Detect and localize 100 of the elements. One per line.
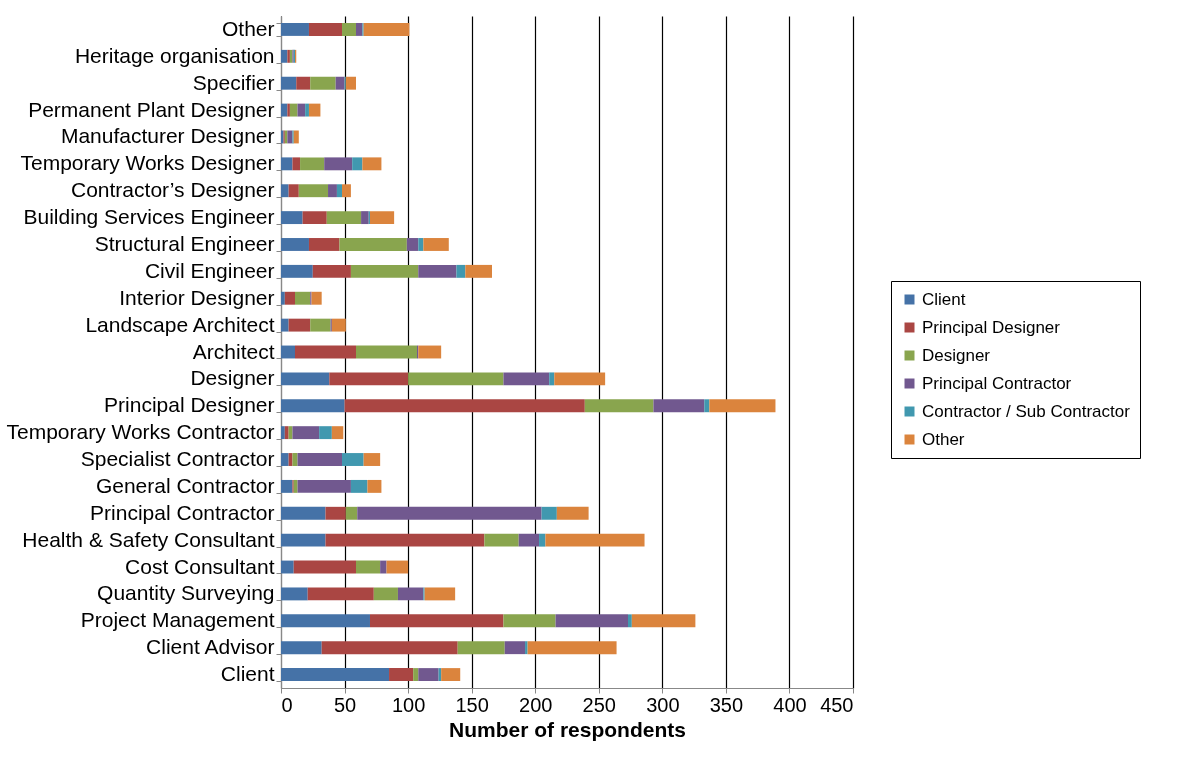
- bar: [344, 399, 585, 413]
- bar: [539, 533, 546, 547]
- bar: [653, 399, 705, 413]
- y-tick-label: Architect: [192, 339, 275, 363]
- bar: [549, 372, 555, 386]
- y-tick-label: Project Management: [80, 608, 275, 632]
- x-tick-label: 450: [820, 693, 854, 716]
- bar: [363, 22, 410, 36]
- bar: [361, 211, 369, 225]
- bar: [302, 211, 327, 225]
- bar: [352, 157, 363, 171]
- bar: [321, 641, 458, 655]
- y-tick-label: Temporary Works Contractor: [6, 420, 275, 444]
- bar: [503, 372, 550, 386]
- bar: [308, 103, 321, 117]
- bar: [281, 157, 293, 171]
- bar: [373, 587, 398, 601]
- bar: [418, 345, 442, 359]
- bar: [367, 479, 382, 493]
- bar: [324, 157, 353, 171]
- bar: [281, 22, 309, 36]
- x-axis-title: Number of respondents: [449, 717, 686, 741]
- bar: [284, 291, 295, 305]
- y-tick-label: Building Services Engineer: [23, 205, 275, 229]
- x-tick-label: 250: [582, 693, 616, 716]
- bar: [441, 668, 461, 682]
- bar: [518, 533, 540, 547]
- bar: [312, 264, 351, 278]
- y-tick-label: Civil Engineer: [144, 258, 275, 282]
- bar: [584, 399, 654, 413]
- x-tick-label: 400: [773, 693, 807, 716]
- bar: [484, 533, 519, 547]
- bar: [287, 130, 293, 144]
- y-tick-label: Landscape Architect: [85, 312, 275, 336]
- bar: [287, 103, 290, 117]
- y-tick-label: Specifier: [192, 70, 275, 94]
- bar: [311, 291, 322, 305]
- bar: [342, 22, 356, 36]
- bar: [342, 453, 364, 466]
- y-tick-label: Structural Engineer: [94, 231, 275, 255]
- bar: [308, 22, 343, 36]
- bar: [336, 184, 343, 198]
- bar: [386, 560, 409, 574]
- bar: [554, 372, 606, 386]
- bar: [504, 641, 526, 655]
- bar: [281, 453, 289, 466]
- y-tick-label: Cost Consultant: [125, 554, 275, 578]
- bar: [362, 157, 382, 171]
- bar: [465, 264, 492, 278]
- bar: [326, 211, 362, 225]
- bar: [329, 372, 409, 386]
- bar: [527, 641, 617, 655]
- bar: [305, 103, 309, 117]
- bar: [331, 426, 344, 440]
- bar: [281, 318, 289, 332]
- y-tick-label: Temporary Works Designer: [20, 151, 275, 175]
- y-tick-label: Client: [220, 662, 275, 686]
- y-tick-label: Interior Designer: [119, 285, 275, 309]
- y-tick-label: Client Advisor: [146, 635, 275, 659]
- bar: [297, 479, 351, 493]
- bar: [345, 506, 358, 520]
- y-tick-label: Other: [221, 16, 275, 40]
- bar: [297, 453, 343, 466]
- bar: [293, 560, 356, 574]
- bar: [328, 184, 337, 198]
- bar: [281, 238, 309, 251]
- bar: [281, 76, 297, 90]
- bar: [457, 641, 505, 655]
- legend-label: Contractor / Sub Contractor: [922, 401, 1131, 421]
- bar: [310, 76, 336, 90]
- bar: [331, 318, 346, 332]
- x-tick-label: 100: [391, 693, 426, 716]
- bar: [342, 184, 351, 198]
- bar: [289, 103, 298, 117]
- x-tick-label: 0: [281, 693, 293, 716]
- bar: [281, 479, 293, 493]
- bar: [423, 238, 449, 251]
- bar: [709, 399, 776, 413]
- x-tick-label: 300: [646, 693, 680, 716]
- bar: [281, 264, 313, 278]
- bar: [350, 479, 368, 493]
- bar: [424, 587, 456, 601]
- y-tick-label: Health & Safety Consultant: [22, 527, 275, 551]
- bar: [281, 345, 295, 359]
- bar: [288, 318, 311, 332]
- bar: [292, 453, 298, 466]
- bar: [293, 479, 298, 493]
- legend-label: Other: [922, 429, 965, 449]
- bar: [406, 238, 419, 251]
- bar: [418, 668, 439, 682]
- bar: [310, 318, 331, 332]
- y-tick-label: Specialist Contractor: [80, 447, 275, 471]
- bar: [294, 291, 311, 305]
- y-tick-label: General Contractor: [95, 473, 275, 497]
- bar: [281, 506, 326, 520]
- bar: [281, 49, 288, 63]
- bar: [281, 291, 285, 305]
- bar: [281, 533, 326, 547]
- y-tick-label: Designer: [190, 366, 275, 390]
- bar: [357, 506, 542, 520]
